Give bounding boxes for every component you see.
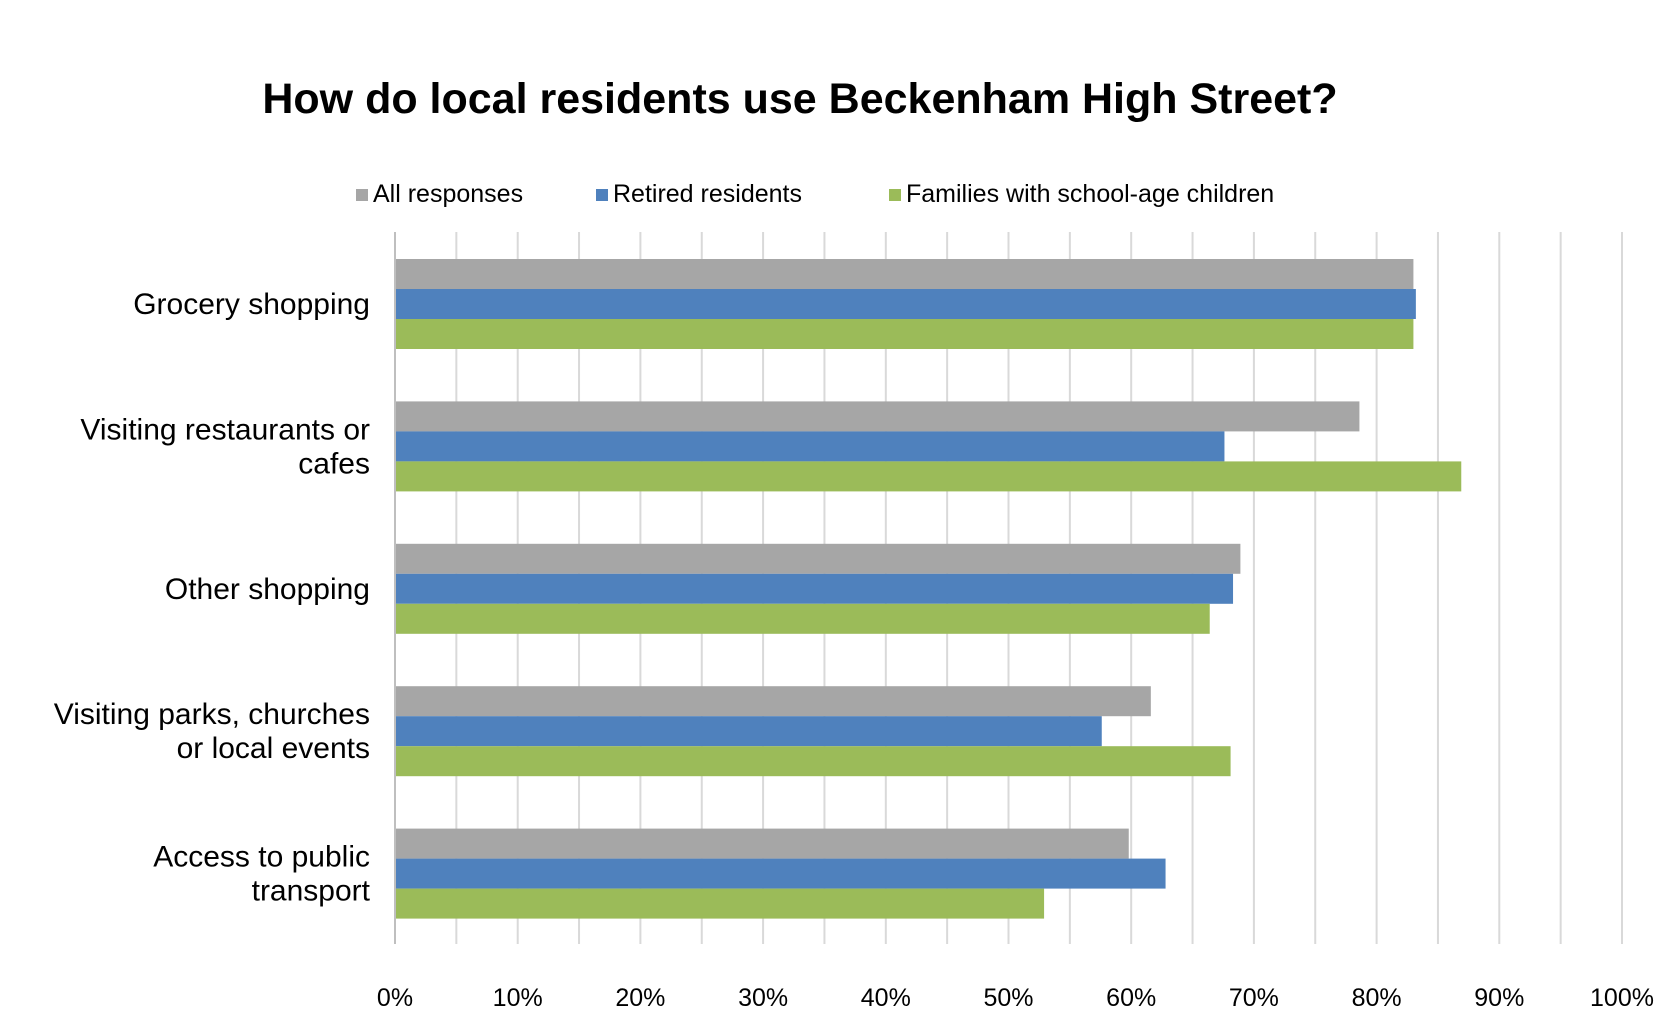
category-label: Visiting parks, churches (54, 698, 370, 731)
x-tick-label: 30% (738, 984, 788, 1012)
category-labels: Grocery shopping Visiting restaurants orc… (54, 288, 371, 908)
bar: 68.9% (395, 543, 1241, 574)
x-tick-label: 80% (1352, 984, 1402, 1012)
bar: 67.6% (395, 431, 1225, 462)
bar: 68.1% (395, 746, 1231, 777)
bar: 66.4% (395, 603, 1210, 634)
bar: 59.8% (395, 828, 1129, 859)
bar: 52.9% (395, 888, 1045, 919)
bar: 57.6% (395, 716, 1102, 747)
category-label: Visiting restaurants or (80, 413, 370, 446)
bar: 68.3% (395, 573, 1234, 604)
legend-label: All responses (373, 180, 523, 208)
bar: 83% (395, 259, 1414, 289)
bars: 83%83.2%83% 78.6%67.6%86.9% 68.9%68.3%66.4… (395, 259, 1462, 919)
x-tick-label: 50% (983, 984, 1033, 1012)
chart-title: How do local residents use Beckenham Hig… (262, 75, 1337, 123)
x-tick-label: 90% (1474, 984, 1524, 1012)
x-tick-label: 10% (493, 984, 543, 1012)
x-tick-label: 70% (1229, 984, 1279, 1012)
x-tick-labels: 0% 10% 20% 30% 40% 50% 60% 70% 80% 90% 100% (377, 984, 1654, 1012)
legend-swatch (356, 189, 368, 201)
bar: 83% (395, 319, 1414, 349)
bar: 86.9% (395, 461, 1462, 492)
bar: 78.6% (395, 401, 1360, 432)
category-label: transport (252, 875, 371, 908)
x-tick-label: 40% (861, 984, 911, 1012)
legend-label: Families with school-age children (906, 180, 1274, 208)
legend-swatch (596, 189, 608, 201)
bar: 62.8% (395, 858, 1166, 889)
legend: All responses Retired residents Families w… (356, 180, 1274, 208)
category-label: Access to public (153, 841, 370, 874)
bar: 61.6% (395, 686, 1151, 717)
category-label: Other shopping (165, 573, 370, 606)
category-label: or local events (177, 732, 370, 765)
x-tick-label: 60% (1106, 984, 1156, 1012)
bar: 83.2% (395, 289, 1416, 319)
x-tick-label: 100% (1590, 984, 1654, 1012)
x-tick-label: 0% (377, 984, 413, 1012)
x-tick-label: 20% (615, 984, 665, 1012)
category-label: cafes (298, 447, 370, 480)
category-label: Grocery shopping (133, 288, 370, 321)
legend-label: Retired residents (613, 180, 802, 208)
legend-swatch (889, 189, 901, 201)
